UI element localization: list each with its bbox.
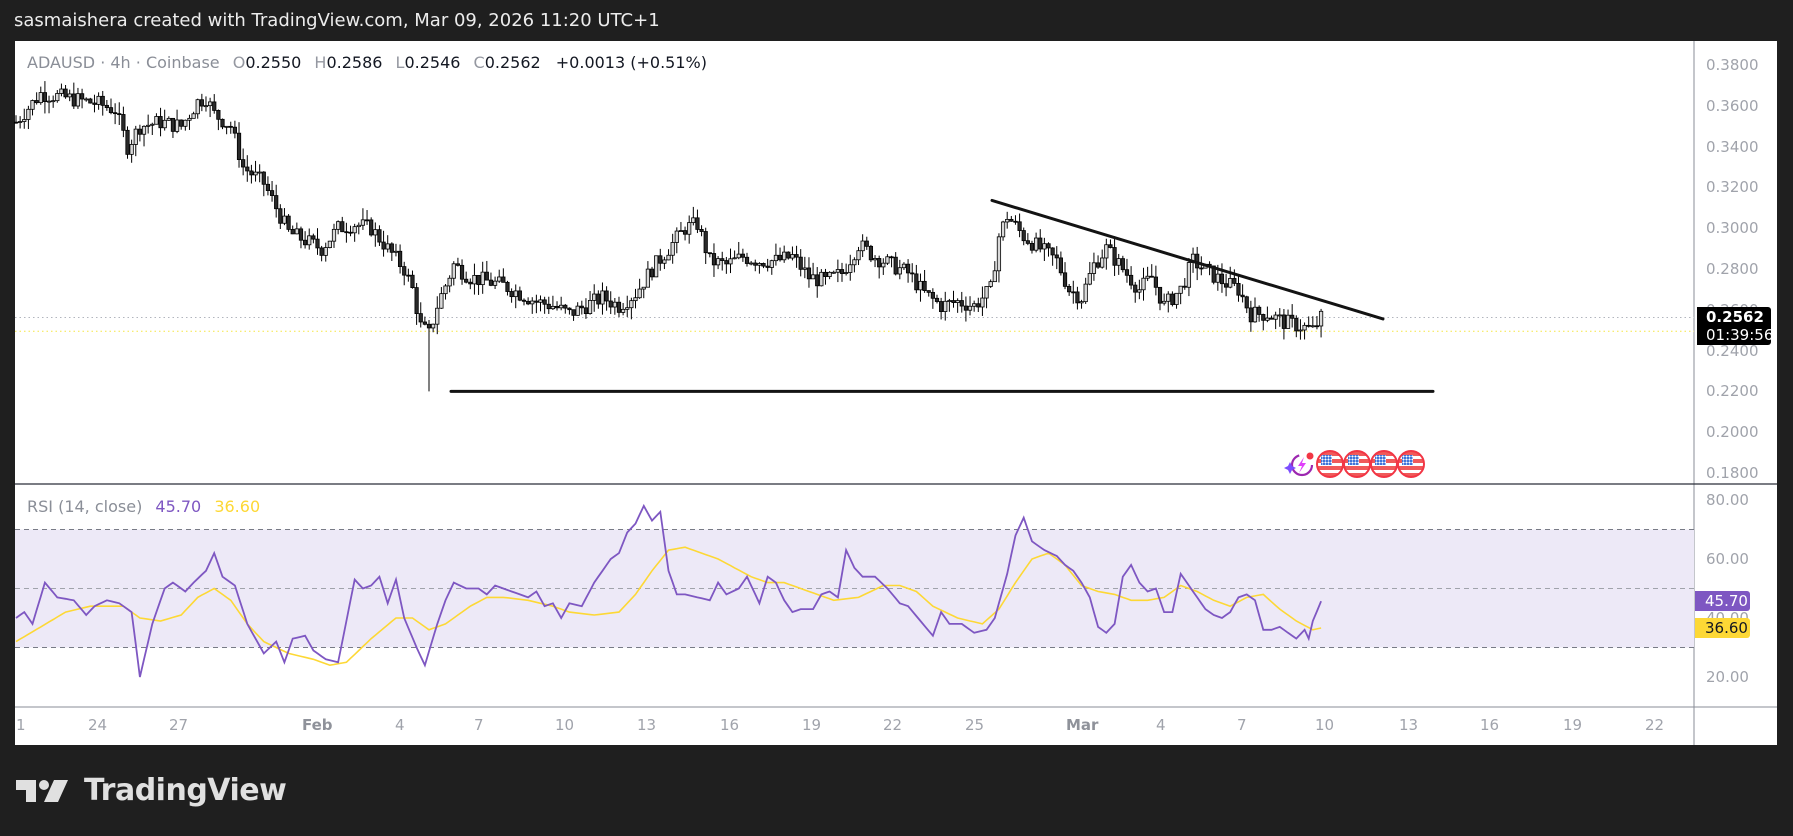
close-label: C — [473, 53, 485, 72]
price-axis-label: 0.2200 — [1706, 382, 1759, 401]
rsi-axis-label: 80.00 — [1706, 491, 1749, 509]
rsi-ma-value: 36.60 — [214, 497, 261, 516]
price-axis-label: 0.3600 — [1706, 96, 1759, 115]
price-axis-label: 0.1800 — [1706, 464, 1759, 482]
high-value: 0.2586 — [326, 53, 383, 72]
open-value: 0.2550 — [245, 53, 302, 72]
us-economic-event-icon[interactable] — [1316, 450, 1344, 478]
time-axis-label: 7 — [474, 716, 484, 734]
time-axis-label: Mar — [1066, 716, 1099, 734]
rsi-legend: RSI (14, close) 45.70 36.60 — [27, 497, 260, 516]
symbol-legend: ADAUSD · 4h · Coinbase O0.2550 H0.2586 L… — [27, 53, 707, 72]
time-axis-label: Feb — [302, 716, 333, 734]
time-axis-label: 16 — [720, 716, 740, 734]
rsi-axis-label: 60.00 — [1706, 550, 1749, 568]
events-row — [1283, 450, 1425, 478]
time-axis-label: 7 — [1237, 716, 1247, 734]
low-label: L — [395, 53, 405, 72]
time-axis-label: 25 — [965, 716, 985, 734]
price-axis-label: 0.3200 — [1706, 178, 1759, 197]
price-axis-label: 0.3400 — [1706, 137, 1759, 156]
time-axis-label: 1 — [16, 716, 26, 734]
price-axis-label: 0.2400 — [1706, 341, 1759, 360]
earnings-bolt-icon[interactable] — [1283, 450, 1317, 478]
rsi-title[interactable]: RSI (14, close) — [27, 497, 143, 516]
tradingview-logo[interactable]: TradingView — [16, 773, 287, 808]
last-price: 0.2562 — [1706, 308, 1764, 326]
last-price-tag: 0.2562 01:39:56 — [1697, 307, 1774, 345]
time-axis-label: 22 — [883, 716, 903, 734]
time-axis-label: 13 — [1399, 716, 1419, 734]
time-axis-label: 10 — [555, 716, 575, 734]
rsi-value-tag: 45.70 — [1695, 591, 1750, 611]
time-axis-label: 22 — [1645, 716, 1665, 734]
time-axis-label: 13 — [637, 716, 657, 734]
chart-caption: sasmaishera created with TradingView.com… — [14, 10, 660, 31]
us-economic-event-icon[interactable] — [1370, 450, 1398, 478]
price-axis-label: 0.3000 — [1706, 219, 1759, 238]
rsi-value: 45.70 — [155, 497, 202, 516]
rsi-ma-tag: 36.60 — [1695, 618, 1750, 638]
price-axis-label: 0.3800 — [1706, 56, 1759, 74]
close-value: 0.2562 — [484, 53, 541, 72]
time-axis-label: 16 — [1480, 716, 1500, 734]
us-economic-event-icon[interactable] — [1343, 450, 1371, 478]
us-economic-event-icon[interactable] — [1397, 450, 1425, 478]
change-value: +0.0013 (+0.51%) — [555, 53, 707, 72]
time-axis-label: 19 — [802, 716, 822, 734]
time-axis-label: 19 — [1563, 716, 1583, 734]
time-axis-label: 27 — [169, 716, 189, 734]
rsi-axis-label: 20.00 — [1706, 668, 1749, 686]
tradingview-logo-text: TradingView — [84, 773, 287, 808]
bar-countdown: 01:39:56 — [1706, 326, 1774, 344]
time-axis-label: 10 — [1315, 716, 1335, 734]
time-axis-label: 4 — [1156, 716, 1166, 734]
open-label: O — [232, 53, 246, 72]
time-axis-label: 4 — [395, 716, 405, 734]
time-axis-label: 24 — [88, 716, 108, 734]
price-axis-label: 0.2000 — [1706, 423, 1759, 442]
tradingview-logo-icon — [16, 778, 74, 804]
low-value: 0.2546 — [404, 53, 461, 72]
symbol-info[interactable]: ADAUSD · 4h · Coinbase — [27, 53, 220, 72]
high-label: H — [314, 53, 327, 72]
price-axis-label: 0.2800 — [1706, 260, 1759, 278]
